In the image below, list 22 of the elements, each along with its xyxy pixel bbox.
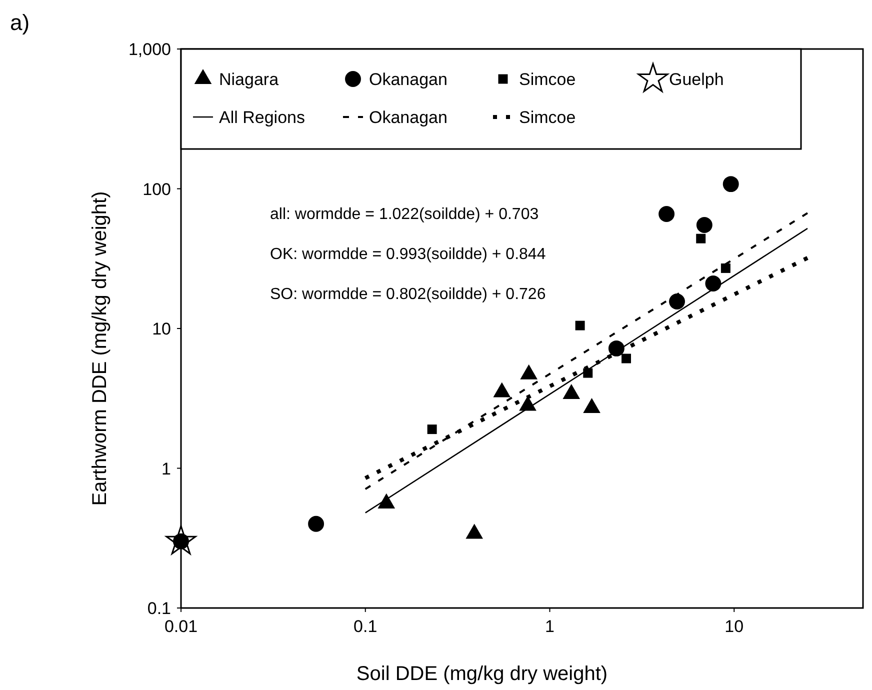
- x-tick-label: 0.01: [164, 617, 198, 636]
- legend-label: Niagara: [219, 70, 280, 89]
- y-tick-label: 1,000: [128, 40, 171, 59]
- y-tick-label: 100: [142, 180, 171, 199]
- legend-label: Guelph: [669, 70, 724, 89]
- y-tick-label: 1: [162, 459, 171, 478]
- x-tick-label: 10: [724, 617, 744, 636]
- chart-title: a): [10, 10, 30, 35]
- legend-label: Simcoe: [519, 108, 576, 127]
- legend-label: Okanagan: [369, 70, 448, 89]
- y-tick-label: 0.1: [147, 599, 171, 618]
- annotation: OK: wormdde = 0.993(soildde) + 0.844: [270, 246, 546, 263]
- x-axis-title: Soil DDE (mg/kg dry weight): [356, 663, 608, 685]
- legend-label: All Regions: [219, 108, 305, 127]
- y-tick-label: 10: [152, 320, 171, 338]
- x-tick-label: 1: [545, 617, 554, 636]
- y-axis-title: Earthworm DDE (mg/kg dry weight): [89, 191, 111, 506]
- x-tick-label: 0.1: [354, 617, 378, 636]
- legend-label: Simcoe: [519, 70, 576, 89]
- annotation: SO: wormdde = 0.802(soildde) + 0.726: [270, 286, 546, 303]
- legend-label: Okanagan: [369, 108, 448, 127]
- annotation: all: wormdde = 1.022(soildde) + 0.703: [270, 206, 539, 223]
